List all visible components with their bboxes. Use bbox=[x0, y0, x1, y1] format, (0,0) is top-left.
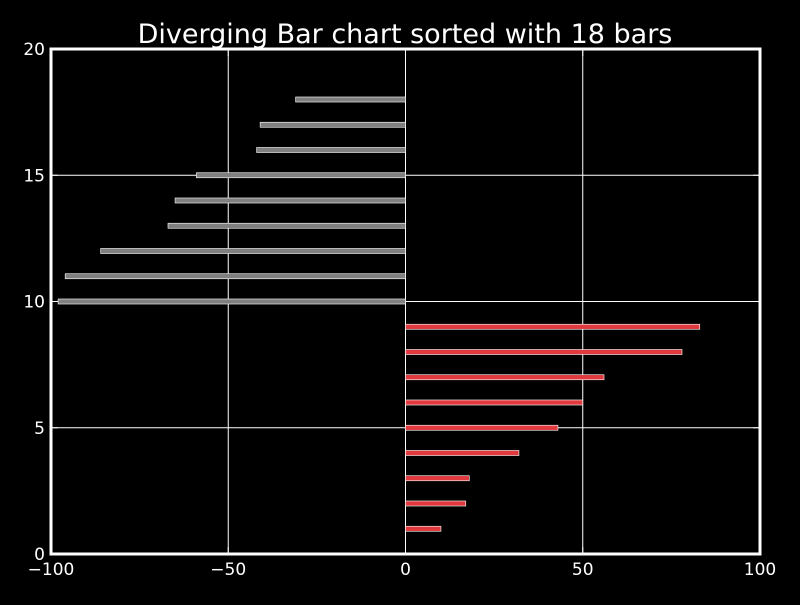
y-tick-label: 10 bbox=[23, 293, 45, 313]
bar-7 bbox=[405, 374, 605, 381]
bar-10 bbox=[57, 298, 406, 305]
bar-6 bbox=[405, 399, 584, 406]
bar-18 bbox=[295, 96, 406, 103]
y-tick-labels: 0 5 10 15 20 bbox=[23, 40, 45, 565]
bar-3 bbox=[405, 475, 470, 482]
bar-2 bbox=[405, 500, 467, 507]
bar-17 bbox=[259, 121, 406, 128]
bar-4 bbox=[405, 450, 520, 456]
bar-9 bbox=[405, 323, 701, 330]
x-tick-label: −100 bbox=[28, 560, 75, 580]
x-tick-label: 100 bbox=[744, 560, 776, 580]
bar-14 bbox=[174, 197, 406, 204]
bar-8 bbox=[405, 349, 683, 355]
y-tick-label: 20 bbox=[23, 40, 45, 60]
chart-title: Diverging Bar chart sorted with 18 bars bbox=[138, 19, 673, 50]
bar-16 bbox=[256, 147, 406, 153]
bars bbox=[57, 96, 701, 532]
bar-11 bbox=[64, 273, 406, 280]
bar-13 bbox=[167, 222, 406, 229]
y-tick-label: 15 bbox=[23, 166, 45, 186]
y-tick-label: 5 bbox=[34, 419, 45, 439]
bar-5 bbox=[405, 424, 559, 431]
x-tick-labels: −100 −50 0 50 100 bbox=[28, 560, 777, 580]
x-tick-label: −50 bbox=[210, 560, 246, 580]
y-tick-label: 0 bbox=[34, 545, 45, 565]
x-tick-label: 50 bbox=[572, 560, 594, 580]
bar-1 bbox=[405, 525, 442, 532]
x-tick-label: 0 bbox=[400, 560, 411, 580]
axis-ticks bbox=[50, 48, 761, 555]
bar-15 bbox=[196, 172, 406, 179]
bar-12 bbox=[100, 248, 406, 254]
